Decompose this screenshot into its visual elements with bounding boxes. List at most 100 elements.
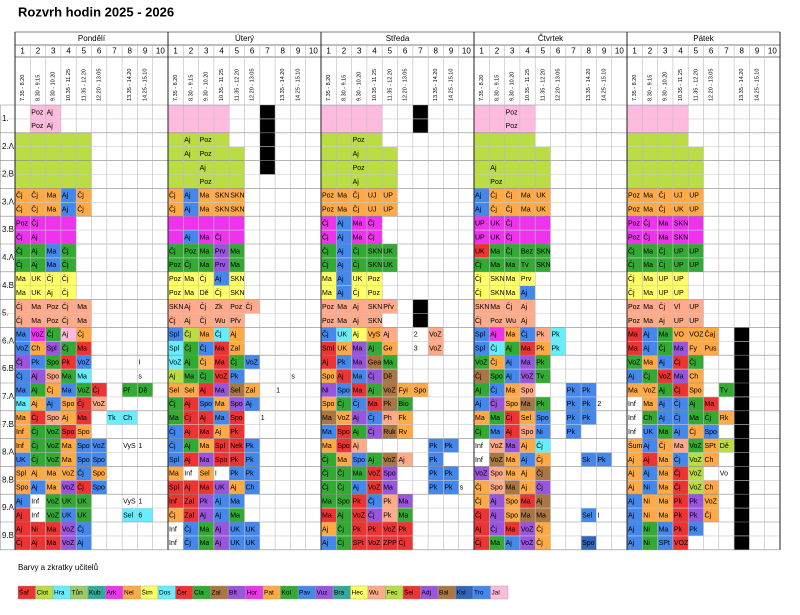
lesson-label: Ma bbox=[230, 498, 240, 505]
lesson-label: Ch bbox=[643, 415, 652, 422]
lesson-label: Ma bbox=[184, 373, 194, 380]
lesson-label: 1 bbox=[276, 387, 280, 394]
lesson-label: Ma bbox=[643, 207, 653, 214]
lesson-label: Spo bbox=[490, 485, 503, 492]
lesson-cell bbox=[519, 271, 536, 286]
lesson-cell bbox=[672, 494, 689, 509]
period-number: 7 bbox=[724, 47, 729, 56]
lesson-label: UK bbox=[215, 485, 225, 492]
lesson-cell bbox=[213, 313, 230, 328]
lesson-cell bbox=[366, 369, 383, 383]
lesson-label: Wu bbox=[506, 318, 516, 325]
lesson-label: UP bbox=[659, 276, 669, 283]
lesson-label: Pk bbox=[429, 471, 438, 478]
lesson-cell bbox=[45, 466, 61, 481]
lesson-label: Zal bbox=[184, 512, 194, 519]
lesson-cell bbox=[627, 466, 643, 481]
lesson-cell bbox=[642, 452, 658, 467]
lesson-cell bbox=[198, 466, 214, 481]
period-time: 11.35 - 12.20 bbox=[693, 69, 699, 101]
period-number: 4 bbox=[525, 47, 530, 56]
lesson-label: Čj bbox=[368, 218, 375, 227]
lesson-cell bbox=[213, 188, 230, 203]
day-name: Úterý bbox=[235, 34, 254, 43]
lesson-cell bbox=[474, 313, 490, 328]
lesson-cell bbox=[244, 480, 260, 495]
lesson-cell bbox=[336, 466, 352, 481]
period-time: 7.35 - 8.20 bbox=[326, 75, 332, 101]
class-label: 4.A bbox=[2, 253, 15, 262]
lesson-cell bbox=[244, 452, 260, 467]
lesson-cell bbox=[60, 174, 77, 189]
lesson-label: Ma bbox=[322, 512, 332, 519]
lesson-label: Ma bbox=[215, 415, 225, 422]
lesson-cell bbox=[397, 396, 413, 411]
lesson-cell bbox=[474, 105, 490, 119]
lesson-cell bbox=[60, 535, 77, 550]
lesson-cell bbox=[213, 535, 230, 550]
lesson-cell bbox=[519, 160, 536, 175]
lesson-label: Čj bbox=[674, 399, 681, 408]
lesson-cell bbox=[627, 174, 643, 189]
lesson-label: Čj bbox=[475, 483, 482, 492]
legend-label: Hra bbox=[54, 590, 65, 597]
lesson-label: Ph bbox=[383, 415, 392, 422]
lesson-cell bbox=[642, 410, 658, 425]
lesson-label: Čj bbox=[169, 441, 176, 450]
lesson-label: Ma bbox=[506, 457, 516, 464]
lesson-cell bbox=[672, 341, 689, 356]
lesson-label: Inf bbox=[16, 443, 24, 450]
lesson-label: Ma bbox=[200, 248, 210, 255]
lesson-cell bbox=[504, 410, 520, 425]
lesson-cell bbox=[718, 410, 735, 425]
lesson-cell bbox=[504, 466, 520, 481]
lesson-label: Spo bbox=[337, 443, 350, 450]
period-time: 9.30 - 10.20 bbox=[663, 72, 669, 101]
lesson-cell bbox=[321, 202, 337, 217]
lesson-cell bbox=[183, 424, 199, 439]
lesson-label: Spo bbox=[322, 401, 335, 408]
lesson-label: Čj bbox=[337, 469, 344, 478]
lesson-cell bbox=[734, 341, 750, 356]
lesson-label: Sel bbox=[582, 512, 593, 519]
lesson-label: Inf bbox=[31, 498, 39, 505]
lesson-label: Inf bbox=[628, 415, 636, 422]
lesson-label: Čj bbox=[62, 288, 69, 297]
class-label: 1. bbox=[2, 114, 9, 123]
lesson-cell bbox=[60, 216, 77, 231]
lesson-cell bbox=[734, 480, 750, 495]
lesson-cell bbox=[213, 452, 230, 467]
lesson-label: VO bbox=[674, 332, 685, 339]
lesson-label: Aj bbox=[16, 512, 23, 519]
lesson-cell bbox=[351, 160, 367, 175]
lesson-label: Ma bbox=[47, 193, 57, 200]
lesson-label: UP bbox=[475, 220, 485, 227]
lesson-label: Aj bbox=[368, 346, 375, 353]
lesson-label: Ma bbox=[215, 346, 225, 353]
lesson-cell bbox=[91, 396, 107, 411]
lesson-label: Vo bbox=[720, 471, 728, 478]
lesson-label: Ma bbox=[322, 290, 332, 297]
lesson-cell bbox=[168, 313, 184, 328]
period-number: 3 bbox=[51, 47, 56, 56]
lesson-label: UP bbox=[689, 262, 699, 269]
lesson-cell bbox=[535, 466, 551, 481]
lesson-label: Aj bbox=[215, 512, 222, 519]
lesson-cell bbox=[168, 341, 184, 356]
lesson-label: VoZ bbox=[628, 359, 641, 366]
lesson-cell bbox=[168, 257, 184, 272]
lesson-cell bbox=[734, 535, 750, 550]
lesson-label: Ma bbox=[169, 415, 179, 422]
lesson-label: VoZ bbox=[62, 485, 75, 492]
lesson-label: Pk bbox=[399, 526, 408, 533]
lesson-label: VoZ bbox=[689, 457, 702, 464]
lesson-cell bbox=[351, 480, 367, 495]
lesson-label: Aj bbox=[628, 471, 635, 478]
lesson-cell bbox=[642, 438, 658, 453]
period-time: 8.30 - 9.15 bbox=[35, 75, 41, 101]
lesson-cell bbox=[397, 410, 413, 425]
lesson-cell bbox=[30, 174, 46, 189]
lesson-cell bbox=[627, 105, 643, 119]
lesson-cell bbox=[321, 271, 337, 286]
lesson-label: Aj bbox=[47, 290, 54, 297]
